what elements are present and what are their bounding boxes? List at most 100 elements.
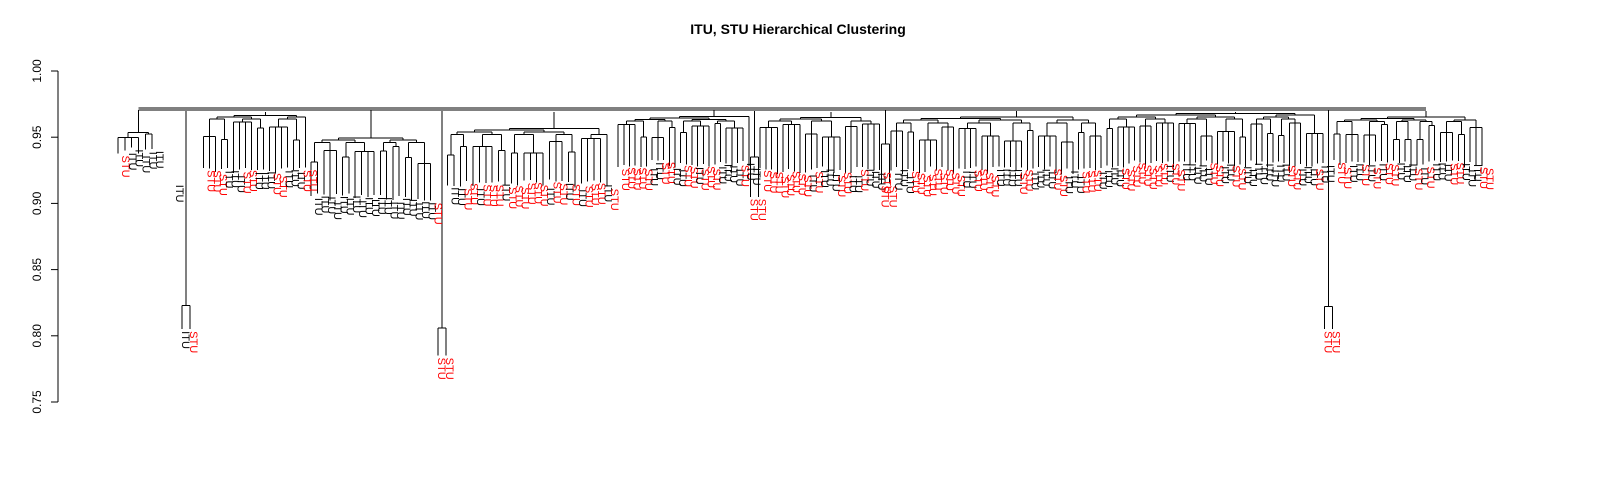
leaf-label: ITU [1246, 169, 1258, 187]
leaf-label: STU [210, 170, 222, 192]
y-tick-label: 0.75 [30, 390, 44, 414]
leaf-label: ITU [1185, 163, 1197, 181]
leaf-label: ITU [139, 156, 151, 174]
leaf-label: STU [1169, 163, 1181, 185]
leaf-label: ITU [1011, 169, 1023, 187]
leaf-label: ITU [544, 188, 556, 206]
leaf-label: STU [949, 172, 961, 194]
leaf-label: ITU [733, 169, 745, 187]
leaf-label: ITU [750, 168, 762, 186]
leaf-label: ITU [818, 170, 830, 188]
leaf-label: STU [881, 172, 893, 194]
leaf-label: STU [276, 176, 288, 198]
leaf-label: ITU [258, 172, 270, 190]
leaf-label: ITU [1353, 163, 1365, 181]
leaf-label: STU [915, 173, 927, 195]
leaf-label: ITU [146, 152, 158, 170]
leaf-label: STU [1424, 167, 1436, 189]
leaf-label: ITU [1347, 165, 1359, 183]
leaf-label: STU [119, 156, 131, 178]
leaf-label: STU [631, 168, 643, 190]
leaf-label: ITU [312, 198, 324, 216]
leaf-label: ITU [1068, 171, 1080, 189]
leaf-label: ITU [331, 202, 343, 220]
leaf-label: STU [1158, 163, 1170, 185]
y-tick-label: 0.90 [30, 191, 44, 215]
leaf-label: ITU [344, 198, 356, 216]
leaf-label: STU [1230, 165, 1242, 187]
leaf-label: STU [435, 358, 447, 380]
leaf-label: STU [932, 168, 944, 190]
leaf-label: STU [270, 173, 282, 195]
leaf-label: STU [1313, 169, 1325, 191]
leaf-label: ITU [576, 189, 588, 207]
leaf-label: STU [1057, 175, 1069, 197]
leaf-label: STU [1335, 162, 1347, 184]
leaf-label: STU [926, 174, 938, 196]
leaf-label: STU [977, 169, 989, 191]
leaf-label: STU [550, 182, 562, 204]
leaf-label: ITU [1028, 172, 1040, 190]
leaf-label: STU [943, 169, 955, 191]
leaf-label: ITU [133, 149, 145, 167]
leaf-label: ITU [356, 200, 368, 218]
leaf-label: STU [443, 358, 455, 380]
leaf-label: ITU [852, 175, 864, 193]
leaf-label: ITU [1442, 164, 1454, 182]
leaf-label: ITU [1324, 165, 1336, 183]
leaf-label: STU [659, 163, 671, 185]
leaf-label: STU [1147, 168, 1159, 190]
leaf-label: ITU [1302, 166, 1314, 184]
leaf-label: STU [557, 183, 569, 205]
leaf-label: STU [240, 172, 252, 194]
leaf-label: ITU [1257, 167, 1269, 185]
leaf-label: ITU [295, 172, 307, 190]
leaf-label: STU [748, 199, 760, 221]
leaf-label: ITU [400, 198, 412, 216]
leaf-label: STU [665, 162, 677, 184]
leaf-label: STU [519, 187, 531, 209]
leaf-label: STU [738, 165, 750, 187]
leaf-label: STU [468, 183, 480, 205]
leaf-label: ITU [960, 171, 972, 189]
leaf-label: STU [687, 167, 699, 189]
leaf-label: STU [1371, 167, 1383, 189]
leaf-label: ITU [1074, 176, 1086, 194]
leaf-label: ITU [1436, 162, 1448, 180]
leaf-label: ITU [1202, 168, 1214, 186]
leaf-label: STU [570, 184, 582, 206]
leaf-label: ITU [1191, 167, 1203, 185]
leaf-label: STU [1448, 163, 1460, 185]
leaf-label: STU [480, 184, 492, 206]
leaf-label: ITU [1268, 169, 1280, 187]
leaf-label: ITU [1062, 176, 1074, 194]
leaf-label: ITU [1307, 168, 1319, 186]
leaf-label: ITU [362, 197, 374, 215]
leaf-label: STU [1091, 170, 1103, 192]
leaf-label: ITU [1274, 165, 1286, 183]
y-tick-label: 0.95 [30, 125, 44, 149]
leaf-label: ITU [869, 171, 881, 189]
leaf-label: STU [531, 182, 543, 204]
leaf-label: ITU [846, 175, 858, 193]
leaf-label: STU [937, 173, 949, 195]
leaf-label: STU [801, 175, 813, 197]
leaf-label: ITU [337, 196, 349, 214]
leaf-label: ITU [563, 183, 575, 201]
leaf-label: STU [1051, 168, 1063, 190]
leaf-label: STU [246, 170, 258, 192]
leaf-label: ITU [653, 162, 665, 180]
leaf-label: STU [582, 186, 594, 208]
leaf-label: ITU [1000, 169, 1012, 187]
leaf-label: ITU [1034, 171, 1046, 189]
leaf-label: ITU [1459, 163, 1471, 181]
leaf-label: ITU [1471, 164, 1483, 182]
leaf-label: STU [1152, 165, 1164, 187]
leaf-label: ITU [1263, 164, 1275, 182]
leaf-label: ITU [325, 196, 337, 214]
leaf-label: STU [525, 183, 537, 205]
leaf-label: ITU [1097, 172, 1109, 190]
leaf-label: STU [506, 187, 518, 209]
leaf-label: ITU [228, 170, 240, 188]
